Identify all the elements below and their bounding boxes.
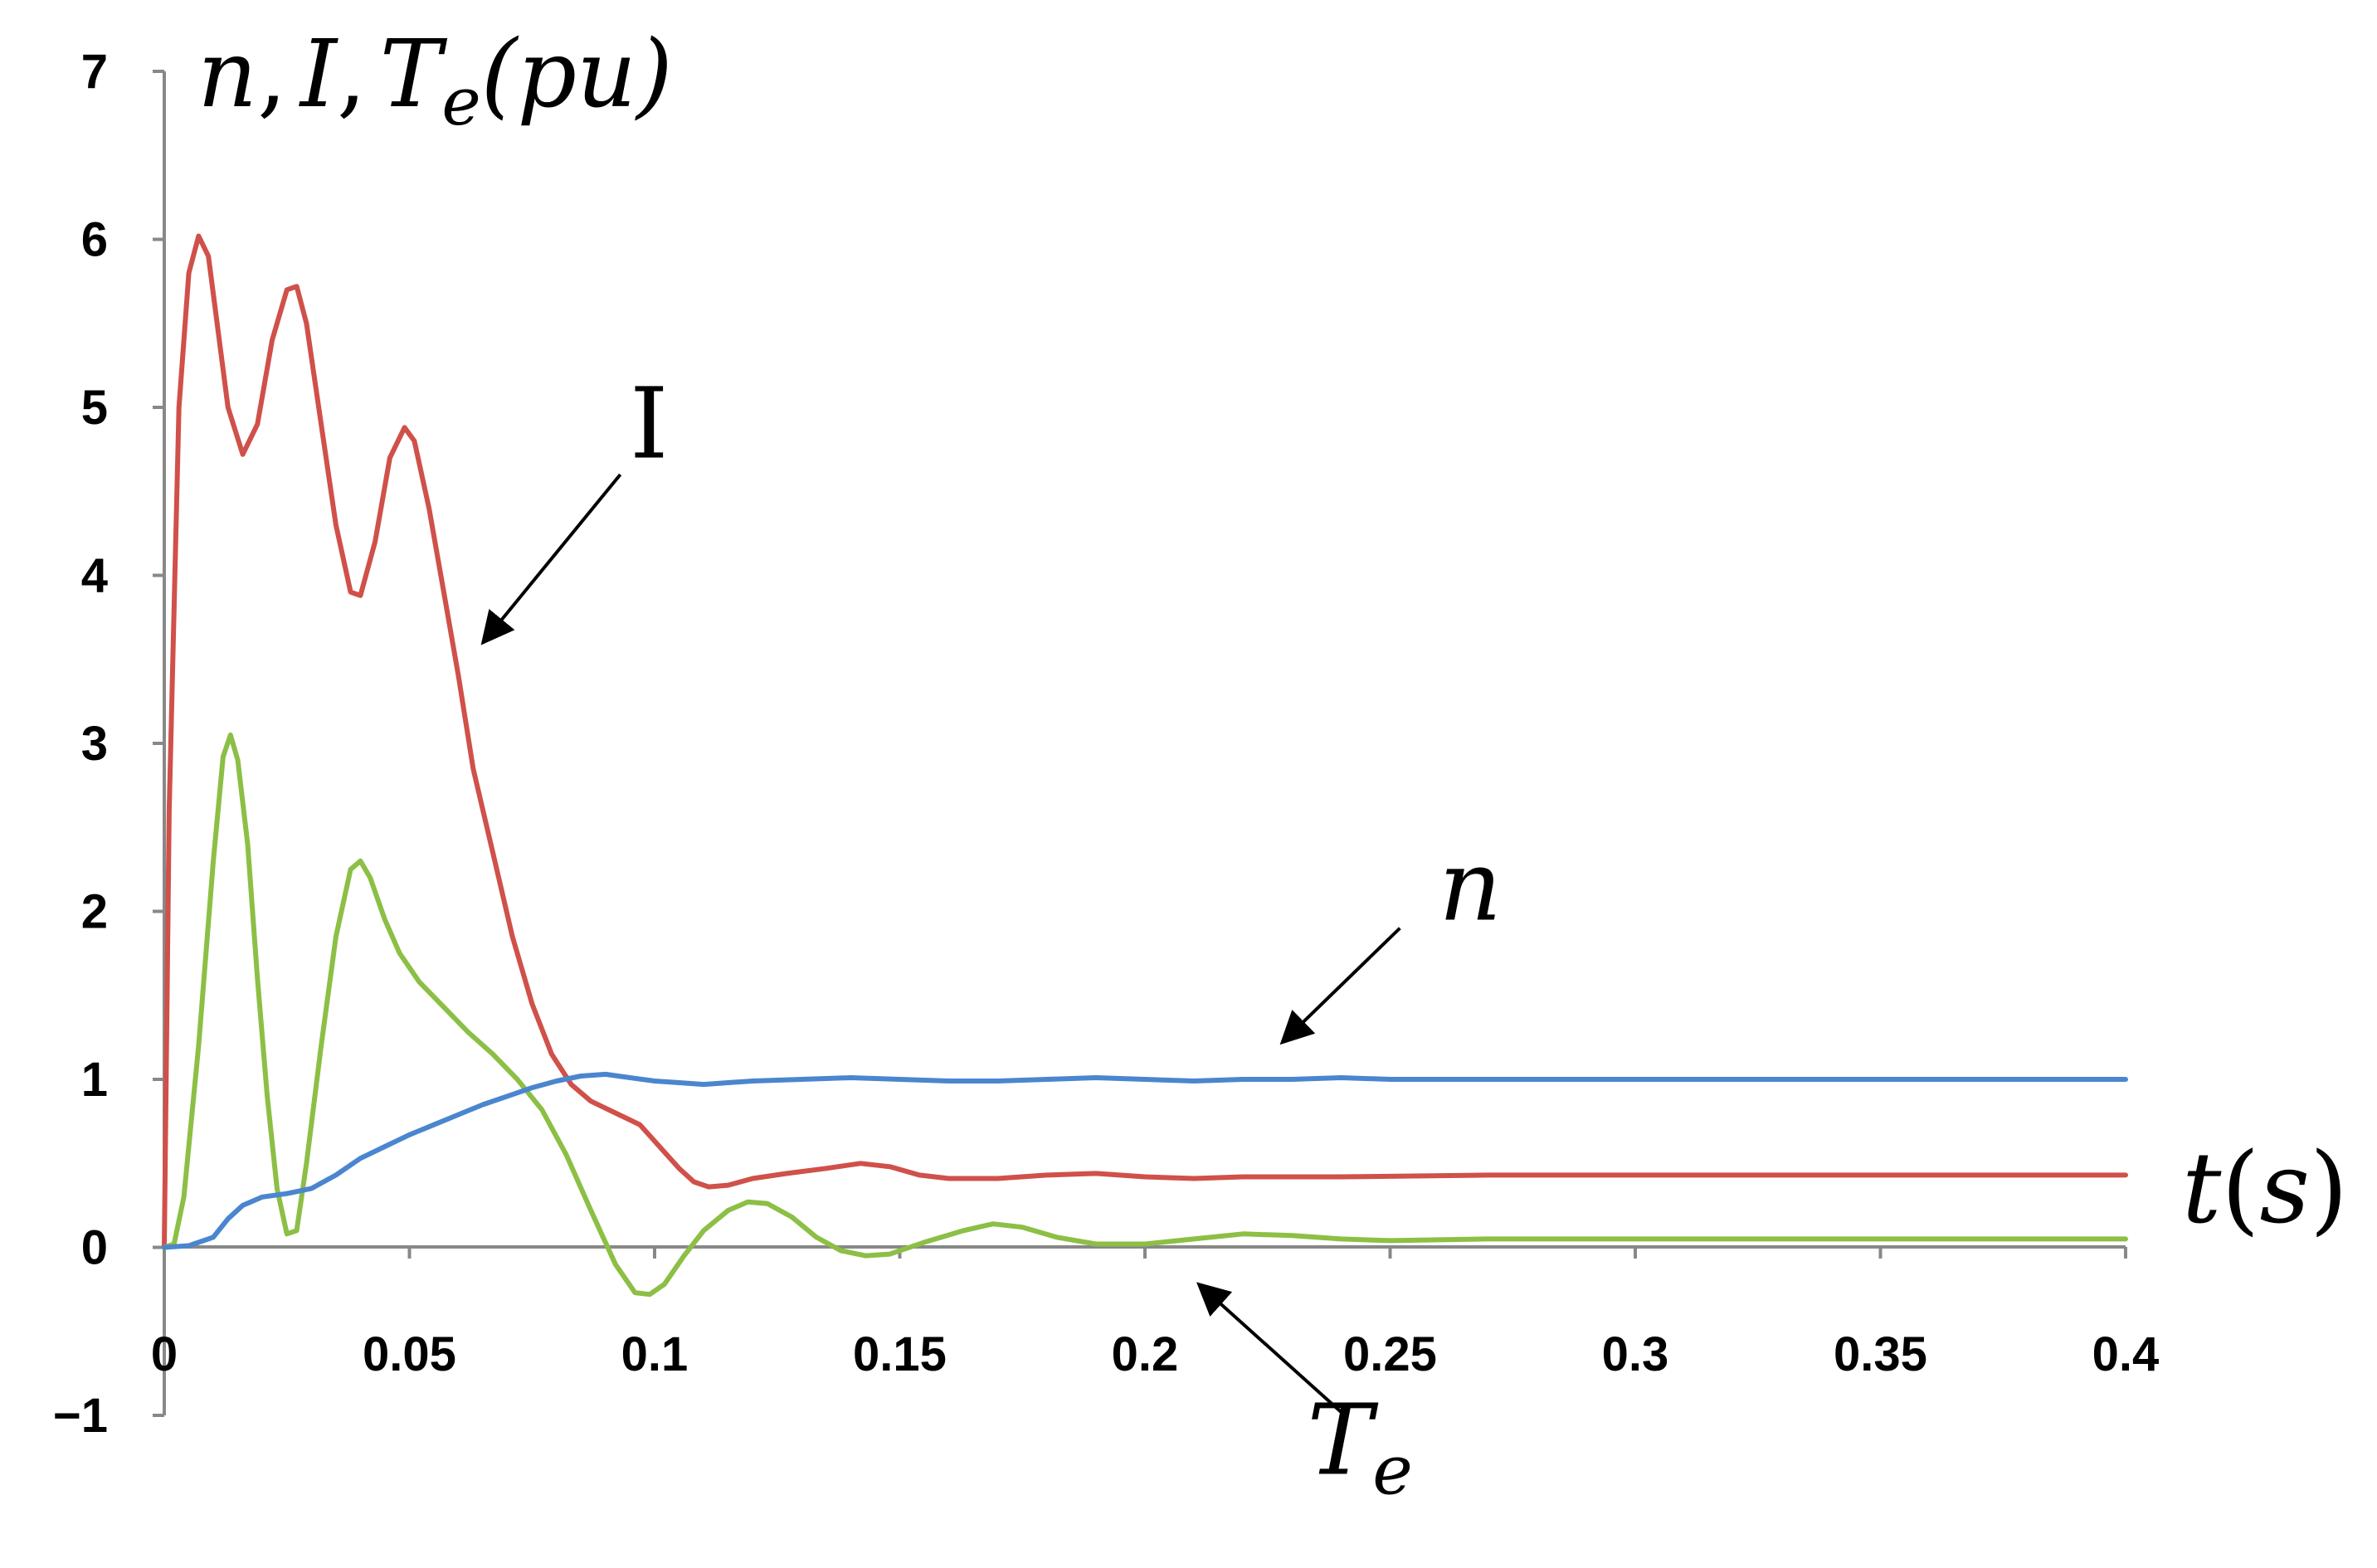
x-tick-label: 0.3 bbox=[1602, 1327, 1669, 1381]
annotation-label-I: I bbox=[630, 367, 669, 481]
y-title-T: T bbox=[380, 21, 448, 129]
annotation-arrow-i bbox=[480, 473, 622, 645]
y-tick-label: 0 bbox=[81, 1221, 108, 1275]
series-line-t-e bbox=[162, 732, 2128, 1298]
annotation-arrow-n bbox=[1279, 927, 1401, 1045]
x-title-open: ( bbox=[2221, 1131, 2259, 1245]
y-tick-label: 5 bbox=[81, 381, 108, 435]
y-title-I: I bbox=[299, 21, 339, 129]
x-axis-ticks bbox=[163, 1247, 2127, 1259]
x-tick-label: 0.35 bbox=[1834, 1327, 1927, 1381]
x-tick-label: 0.15 bbox=[853, 1327, 947, 1381]
x-tick-label: 0 bbox=[151, 1327, 178, 1381]
x-title-close: ) bbox=[2310, 1131, 2348, 1245]
series-line-n bbox=[162, 1071, 2128, 1250]
x-tick-label: 0.25 bbox=[1343, 1327, 1437, 1381]
annotation-label-n: n bbox=[1439, 828, 1502, 942]
y-title-n: n bbox=[197, 21, 257, 129]
series-line-i bbox=[162, 233, 2128, 1250]
x-tick-label: 0.1 bbox=[621, 1327, 689, 1381]
y-title-sub-e: e bbox=[441, 63, 480, 140]
y-axis-title: n, I, Te(pu) bbox=[197, 21, 673, 140]
y-title-comma-1: , bbox=[257, 21, 287, 129]
y-tick-label: 3 bbox=[81, 717, 108, 771]
annotation-label-Te: Te bbox=[1308, 1383, 1413, 1511]
y-tick-label: 7 bbox=[81, 45, 108, 99]
y-tick-label: 4 bbox=[81, 549, 108, 603]
x-title-s: s bbox=[2259, 1131, 2310, 1245]
x-tick-label: 0.05 bbox=[363, 1327, 456, 1381]
annotation-label-Te-sub: e bbox=[1372, 1432, 1413, 1511]
y-tick-label: 6 bbox=[81, 213, 108, 267]
x-tick-label: 0.4 bbox=[2092, 1327, 2160, 1381]
y-tick-label: 1 bbox=[81, 1053, 108, 1107]
annotation-label-Te-main: T bbox=[1308, 1383, 1379, 1497]
y-tick-label: 2 bbox=[81, 885, 108, 939]
x-tick-label: 0.2 bbox=[1112, 1327, 1179, 1381]
x-title-t: t bbox=[2182, 1131, 2222, 1245]
series-layer bbox=[162, 233, 2128, 1298]
y-title-unit: (pu) bbox=[481, 21, 673, 129]
annotation-arrow-t-e bbox=[1196, 1282, 1342, 1414]
x-axis-title: t(s) bbox=[2182, 1131, 2348, 1245]
x-axis-tick-labels: 0 0.05 0.1 0.15 0.2 0.25 0.3 0.35 0.4 bbox=[151, 1327, 2159, 1381]
y-title-comma-2: , bbox=[337, 21, 367, 129]
annotation-arrows bbox=[480, 473, 1401, 1414]
y-tick-label: −1 bbox=[53, 1389, 108, 1443]
y-axis-tick-labels: 7 6 5 4 3 2 1 0 −1 bbox=[53, 45, 108, 1443]
